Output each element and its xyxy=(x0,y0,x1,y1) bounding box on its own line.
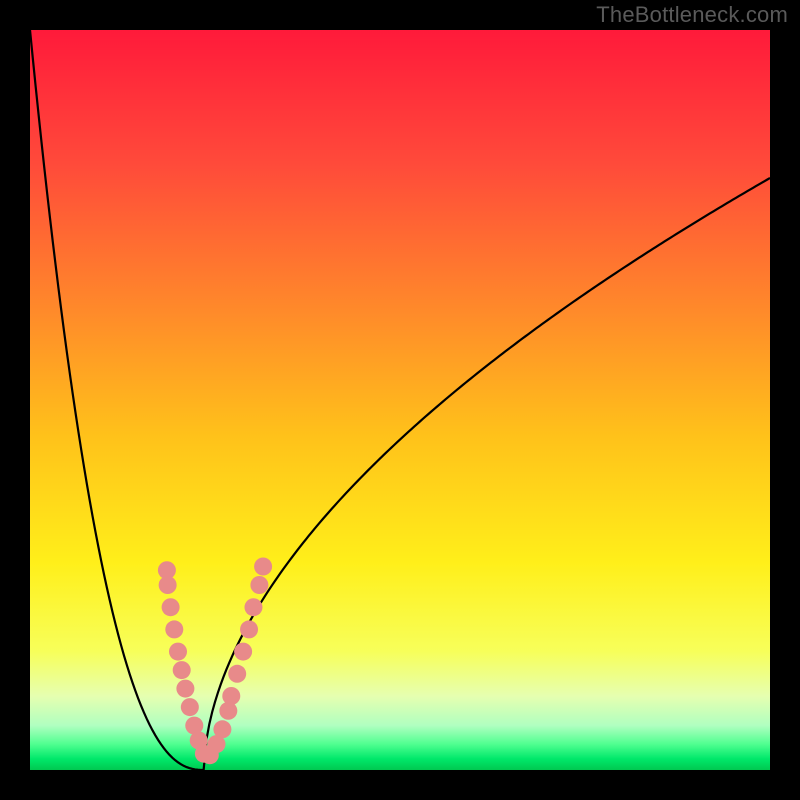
curve-marker xyxy=(234,643,252,661)
curve-marker xyxy=(173,661,191,679)
chart-container: TheBottleneck.com xyxy=(0,0,800,800)
bottleneck-chart xyxy=(0,0,800,800)
curve-marker xyxy=(213,720,231,738)
curve-marker xyxy=(244,598,262,616)
plot-background xyxy=(30,30,770,770)
curve-marker xyxy=(181,698,199,716)
curve-marker xyxy=(162,598,180,616)
curve-marker xyxy=(228,665,246,683)
curve-marker xyxy=(240,620,258,638)
curve-marker xyxy=(165,620,183,638)
watermark-text: TheBottleneck.com xyxy=(596,2,788,28)
curve-marker xyxy=(222,687,240,705)
curve-marker xyxy=(219,702,237,720)
curve-marker xyxy=(169,643,187,661)
curve-marker xyxy=(250,576,268,594)
curve-marker xyxy=(176,680,194,698)
curve-marker xyxy=(254,558,272,576)
curve-marker xyxy=(159,576,177,594)
